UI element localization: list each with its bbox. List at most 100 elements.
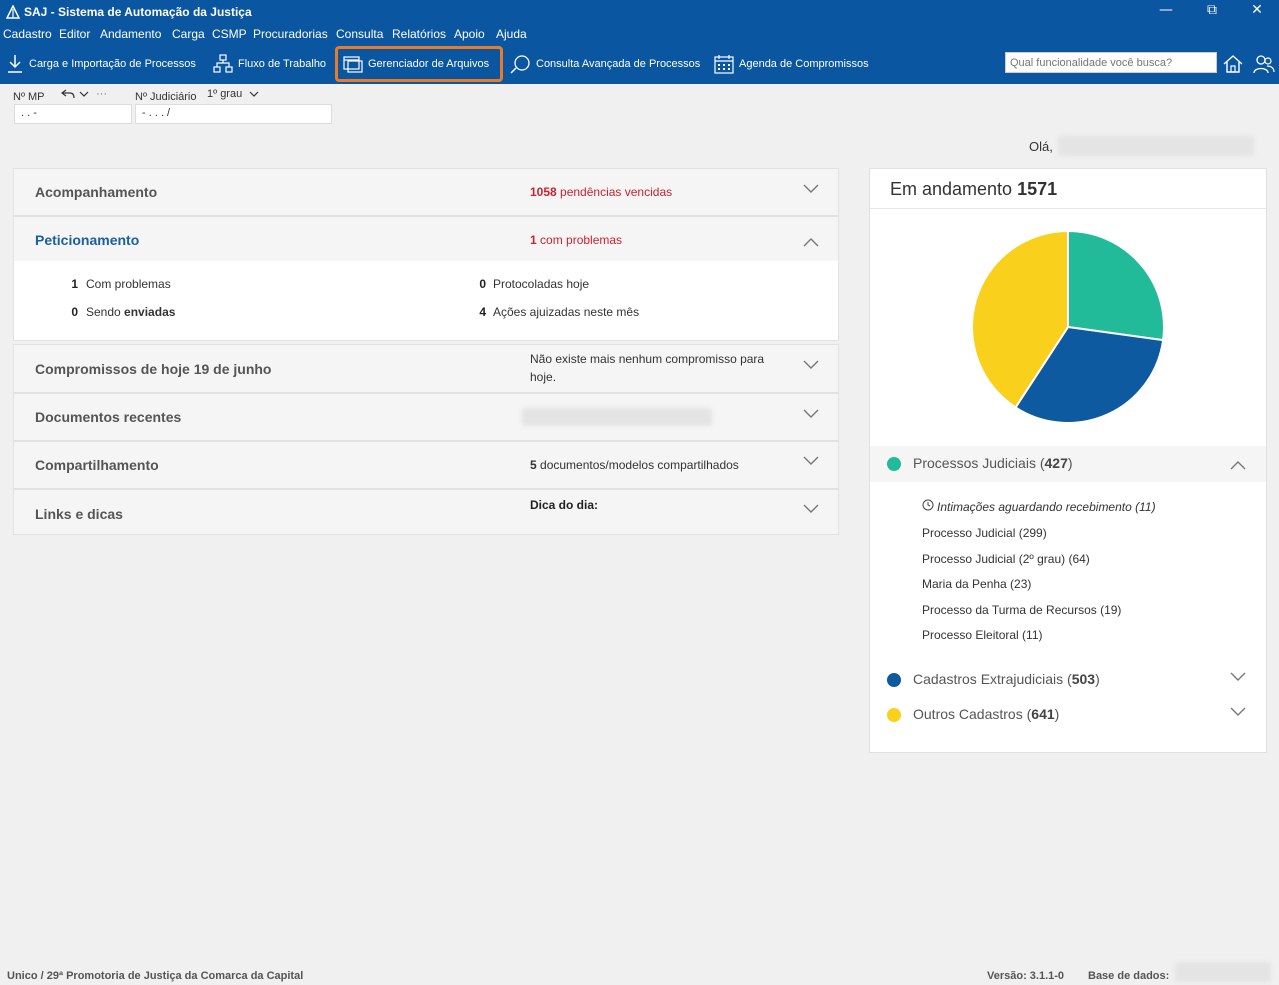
status-version: Versão: 3.1.1-0	[987, 970, 1065, 982]
em-andamento-card: Em andamento 1571 Processos Judiciais (4…	[869, 168, 1267, 753]
grau-chevron-down-icon[interactable]	[249, 90, 259, 98]
intimacoes-item[interactable]: Intimações aguardando recebimento (11)	[937, 500, 1156, 514]
file-manager-icon	[343, 56, 363, 73]
card-title: Em andamento 1571	[890, 179, 1057, 200]
acoes-ajuizadas-count: 4	[479, 305, 486, 319]
search-chat-icon	[510, 55, 530, 74]
acompanhamento-panel[interactable]: Acompanhamento 1058 pendências vencidas	[13, 168, 839, 216]
processo-eleitoral-item[interactable]: Processo Eleitoral (11)	[922, 628, 1043, 642]
outros-cadastros-dot	[887, 708, 901, 722]
links-chevron-down-icon[interactable]	[803, 504, 819, 514]
cadastros-extrajudiciais-dot	[887, 673, 901, 687]
processo-judicial-2grau-item[interactable]: Processo Judicial (2º grau) (64)	[922, 552, 1090, 566]
acompanhamento-chevron-down-icon[interactable]	[803, 184, 819, 194]
download-icon	[8, 55, 22, 73]
fluxo-trabalho-button[interactable]: Fluxo de Trabalho	[213, 50, 326, 78]
legend-cadastros-extrajudiciais[interactable]: Cadastros Extrajudiciais (503)	[870, 662, 1266, 698]
agenda-compromissos-label: Agenda de Compromissos	[739, 58, 869, 70]
status-pie-chart	[971, 229, 1165, 424]
cadastros-extrajudiciais-text: Cadastros Extrajudiciais	[913, 671, 1064, 687]
undo-icon[interactable]	[61, 89, 75, 99]
user-name-redacted	[1058, 136, 1254, 156]
menu-editor[interactable]: Editor	[59, 27, 91, 41]
compromissos-info-line1: Não existe mais nenhum compromisso para	[530, 352, 765, 366]
pie-slice-outros-cadastros[interactable]	[971, 229, 1069, 409]
processos-judiciais-chevron-up-icon[interactable]	[1230, 460, 1246, 470]
peticionamento-info: 1 com problemas	[530, 233, 622, 247]
compartilhamento-title: Compartilhamento	[35, 457, 159, 473]
acompanhamento-count: 1058	[530, 185, 557, 199]
carga-importacao-button[interactable]: Carga e Importação de Processos	[6, 50, 196, 78]
sendo-enviadas-bold: enviadas	[124, 305, 176, 319]
judiciario-number-input[interactable]: - . . . /	[135, 104, 332, 124]
protocoladas-link[interactable]: Protocoladas hoje	[493, 277, 590, 291]
sendo-enviadas-count: 0	[71, 305, 78, 319]
restore-button[interactable]: ⧉	[1207, 2, 1217, 18]
compromissos-title: Compromissos de hoje 19 de junho	[35, 361, 272, 377]
compromissos-info-line2: hoje.	[530, 370, 557, 384]
processos-judiciais-label: Processos Judiciais (427)	[913, 455, 1073, 471]
outros-cadastros-count: 641	[1031, 706, 1055, 722]
compromissos-chevron-down-icon[interactable]	[803, 360, 819, 370]
compromissos-panel[interactable]: Compromissos de hoje 19 de junho Não exi…	[13, 344, 839, 393]
compartilhamento-chevron-down-icon[interactable]	[803, 456, 819, 466]
menu-relatorios[interactable]: Relatórios	[392, 27, 447, 41]
outros-cadastros-label: Outros Cadastros (641)	[913, 706, 1060, 722]
cadastros-extrajudiciais-label: Cadastros Extrajudiciais (503)	[913, 671, 1100, 687]
cadastros-extrajudiciais-chevron-down-icon[interactable]	[1230, 672, 1246, 682]
menu-apoio[interactable]: Apoio	[454, 27, 485, 41]
peticionamento-chevron-up-icon[interactable]	[803, 237, 819, 247]
clock-icon	[922, 499, 934, 511]
acoes-ajuizadas-link[interactable]: Ações ajuizadas neste mês	[493, 305, 640, 319]
processos-judiciais-count: 427	[1044, 455, 1068, 471]
menu-carga[interactable]: Carga	[172, 27, 205, 41]
legend-outros-cadastros[interactable]: Outros Cadastros (641)	[870, 697, 1266, 733]
sendo-enviadas-link[interactable]: Sendo enviadas	[86, 305, 175, 319]
status-database: Base de dados:	[1088, 970, 1170, 982]
dica-do-dia-label: Dica do dia:	[530, 498, 599, 512]
compartilhamento-panel[interactable]: Compartilhamento 5 documentos/modelos co…	[13, 441, 839, 489]
consulta-avancada-label: Consulta Avançada de Processos	[536, 58, 701, 70]
turma-recursos-item[interactable]: Processo da Turma de Recursos (19)	[922, 603, 1122, 617]
close-button[interactable]: ✕	[1251, 2, 1263, 18]
status-unit: Unico / 29ª Promotoria de Justiça da Com…	[7, 970, 304, 982]
functionality-search-input[interactable]	[1005, 52, 1217, 73]
maria-da-penha-item[interactable]: Maria da Penha (23)	[922, 577, 1032, 591]
peticionamento-count: 1	[530, 233, 537, 247]
menu-cadastro[interactable]: Cadastro	[3, 27, 52, 41]
minimize-button[interactable]: —	[1159, 2, 1173, 18]
menu-andamento[interactable]: Andamento	[100, 27, 162, 41]
chevron-down-icon[interactable]	[79, 90, 89, 98]
com-problemas-link[interactable]: Com problemas	[86, 277, 171, 291]
users-icon[interactable]	[1253, 54, 1275, 74]
acompanhamento-info-text: pendências vencidas	[556, 185, 673, 199]
agenda-compromissos-button[interactable]: Agenda de Compromissos	[714, 50, 869, 78]
peticionamento-title: Peticionamento	[35, 232, 140, 248]
processos-judiciais-text: Processos Judiciais	[913, 455, 1036, 471]
saj-logo-icon	[6, 5, 20, 19]
grau-select[interactable]: 1º grau	[207, 88, 243, 100]
protocoladas-count: 0	[479, 277, 486, 291]
menu-procuradorias[interactable]: Procuradorias	[253, 27, 328, 41]
mp-number-input[interactable]: . . -	[14, 104, 132, 124]
menu-consulta[interactable]: Consulta	[336, 27, 384, 41]
outros-cadastros-chevron-down-icon[interactable]	[1230, 707, 1246, 717]
gerenciador-arquivos-button[interactable]: Gerenciador de Arquivos	[335, 46, 503, 82]
menu-csmp[interactable]: CSMP	[212, 27, 247, 41]
links-panel[interactable]: Links e dicas Dica do dia:	[13, 489, 839, 535]
home-icon[interactable]	[1223, 54, 1243, 74]
documentos-panel[interactable]: Documentos recentes	[13, 393, 839, 441]
status-bar: Unico / 29ª Promotoria de Justiça da Com…	[0, 962, 1279, 985]
card-title-text: Em andamento	[890, 179, 1013, 199]
processo-judicial-item[interactable]: Processo Judicial (299)	[922, 526, 1047, 540]
pie-slice-processos-judiciais[interactable]	[1067, 229, 1165, 342]
judiciario-label: Nº Judiciário	[135, 91, 197, 103]
legend-processos-judiciais[interactable]: Processos Judiciais (427)	[870, 446, 1266, 482]
fluxo-trabalho-label: Fluxo de Trabalho	[238, 58, 327, 70]
consulta-avancada-button[interactable]: Consulta Avançada de Processos	[509, 50, 700, 78]
documentos-chevron-down-icon[interactable]	[803, 409, 819, 419]
peticionamento-panel[interactable]: Peticionamento 1 com problemas	[13, 216, 839, 262]
more-options-icon[interactable]: ···	[96, 88, 107, 100]
menu-ajuda[interactable]: Ajuda	[496, 27, 527, 41]
peticionamento-details: 1 Com problemas 0 Protocoladas hoje 0 Se…	[13, 261, 839, 341]
